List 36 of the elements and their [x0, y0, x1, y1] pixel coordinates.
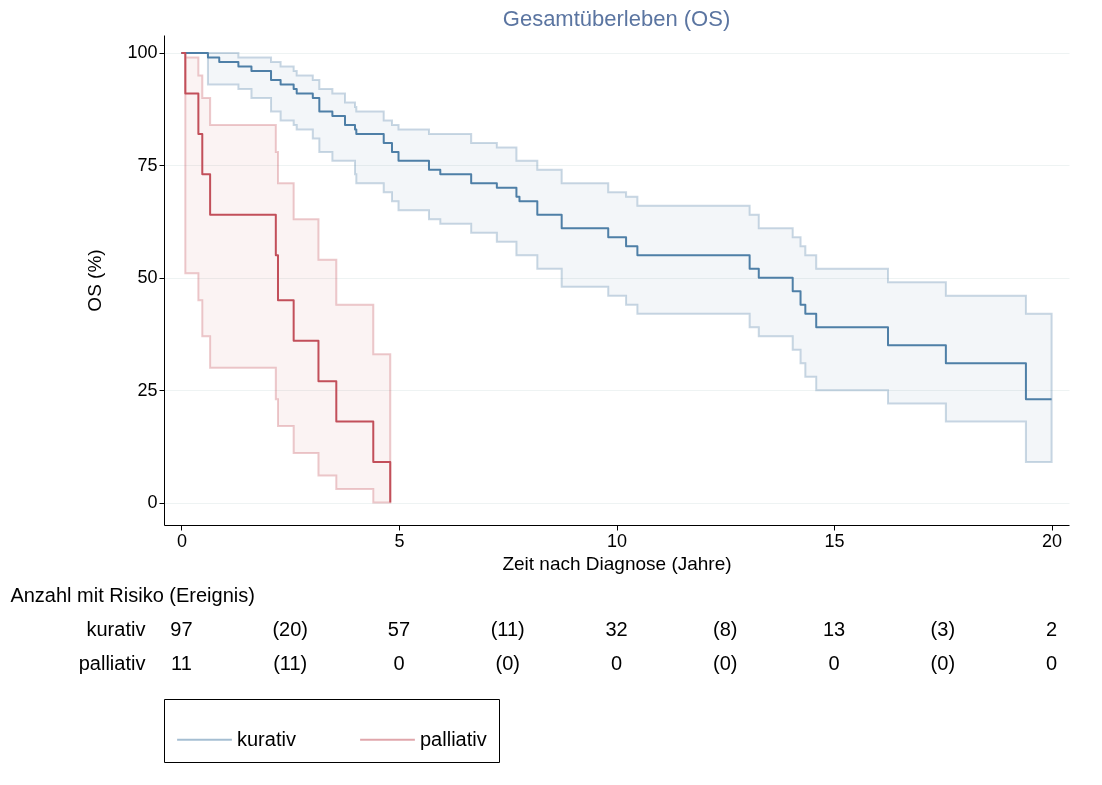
text: 11: [171, 652, 192, 674]
legend-label: palliativ: [420, 727, 487, 750]
x-tick-label: 5: [394, 530, 405, 551]
legend-label: kurativ: [237, 727, 296, 750]
text: (0): [495, 652, 520, 674]
y-tick-label: 75: [137, 154, 158, 175]
text: (3): [930, 618, 956, 640]
text: (11): [273, 652, 308, 674]
text: Anzahl mit Risiko (Ereignis): [10, 584, 255, 606]
text: (8): [713, 618, 738, 640]
y-tick-label: 0: [147, 492, 158, 513]
text: (11): [490, 618, 525, 640]
chart-title: Gesamtüberleben (OS): [502, 6, 731, 31]
text: kurativ: [86, 618, 146, 640]
text: 32: [605, 618, 628, 640]
text: (20): [272, 618, 308, 640]
text: 97: [170, 618, 193, 640]
text: 13: [822, 618, 846, 640]
x-tick-label: 20: [1042, 530, 1063, 551]
x-tick-label: 15: [824, 530, 845, 551]
text: 0: [828, 652, 840, 674]
x-tick-label: 10: [606, 530, 628, 551]
x-tick-label: 0: [176, 530, 187, 551]
text: (0): [930, 652, 956, 674]
text: 57: [387, 618, 411, 640]
y-tick-label: 50: [137, 267, 158, 288]
y-tick-label: 25: [137, 379, 158, 400]
text: palliativ: [78, 652, 146, 674]
text: 0: [610, 652, 623, 674]
y-tick-label: 100: [127, 42, 158, 63]
text: 0: [1046, 652, 1058, 674]
x-axis-title: Zeit nach Diagnose (Jahre): [502, 552, 732, 574]
text: (0): [713, 652, 738, 674]
y-axis-title: OS (%): [84, 249, 106, 312]
text: 2: [1046, 618, 1058, 640]
text: 0: [393, 652, 405, 674]
